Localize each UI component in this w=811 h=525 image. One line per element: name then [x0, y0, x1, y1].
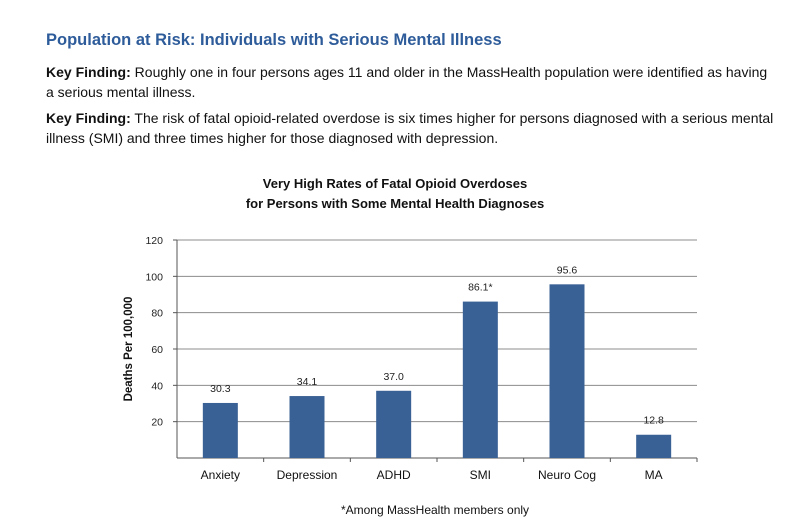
data-label: 12.8: [643, 415, 664, 427]
y-tick-label: 80: [151, 308, 163, 320]
x-tick-label: MA: [645, 468, 663, 482]
y-tick-label: 20: [151, 417, 163, 429]
y-tick-label: 120: [145, 235, 163, 247]
key-finding-2-label: Key Finding:: [46, 110, 131, 126]
bar-adhd: [376, 390, 412, 458]
bar-neuro-cog: [549, 284, 585, 458]
key-finding-1-label: Key Finding:: [46, 64, 131, 80]
bar-anxiety: [202, 402, 238, 458]
key-finding-1-text: Roughly one in four persons ages 11 and …: [46, 64, 768, 100]
chart-title-line-1: Very High Rates of Fatal Opioid Overdose…: [262, 176, 528, 191]
bar-depression: [289, 396, 325, 458]
chart-title-line-2: for Persons with Some Mental Health Diag…: [245, 196, 545, 211]
key-finding-2-text: The risk of fatal opioid-related overdos…: [46, 110, 774, 146]
data-label: 95.6: [557, 264, 578, 276]
key-finding-1: Key Finding: Roughly one in four persons…: [46, 62, 776, 102]
bar-smi: [462, 301, 498, 458]
x-tick-label: Neuro Cog: [538, 468, 596, 482]
bar-ma: [636, 434, 672, 458]
y-tick-label: 40: [151, 380, 163, 392]
x-tick-label: SMI: [470, 468, 491, 482]
y-axis-title: Deaths Per 100,000: [123, 297, 135, 402]
data-label: 37.0: [383, 371, 404, 383]
data-label: 30.3: [210, 383, 231, 395]
x-tick-label: Depression: [277, 468, 338, 482]
key-finding-2: Key Finding: The risk of fatal opioid-re…: [46, 108, 776, 148]
page-heading: Population at Risk: Individuals with Ser…: [46, 31, 502, 49]
x-tick-label: ADHD: [377, 468, 411, 482]
x-tick-label: Anxiety: [201, 468, 240, 482]
y-tick-label: 100: [145, 271, 163, 283]
data-label: 86.1*: [468, 282, 493, 294]
data-label: 34.1: [297, 376, 318, 388]
y-tick-label: 60: [151, 344, 163, 356]
chart-footnote: *Among MassHealth members only: [340, 503, 530, 517]
